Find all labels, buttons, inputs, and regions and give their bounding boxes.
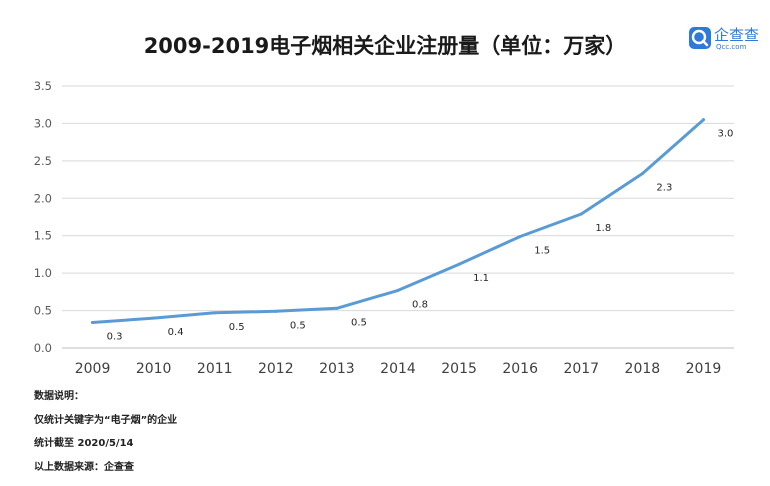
y-tick-label: 0.5	[34, 304, 52, 318]
x-tick-label: 2013	[319, 361, 355, 377]
y-tick-label: 1.5	[34, 229, 52, 243]
x-tick-label: 2016	[502, 361, 538, 377]
data-point	[579, 212, 583, 216]
data-point	[396, 288, 400, 292]
data-label: 0.4	[168, 327, 184, 338]
x-tick-label: 2009	[75, 361, 111, 377]
data-label: 0.5	[290, 320, 306, 331]
brand-name: 企查查	[714, 26, 760, 44]
data-point	[91, 321, 95, 325]
data-label: 0.5	[229, 322, 245, 333]
note-line: 仅统计关键字为“电子烟”的企业	[34, 414, 178, 426]
data-label: 3.0	[718, 129, 734, 140]
x-tick-label: 2010	[136, 361, 172, 377]
x-tick-label: 2011	[197, 361, 233, 377]
series	[91, 118, 705, 325]
y-tick-label: 2.5	[34, 154, 52, 168]
series-line	[91, 118, 705, 324]
note-line: 数据说明：	[34, 391, 84, 402]
y-tick-label: 3.0	[34, 116, 52, 130]
data-label: 0.5	[351, 317, 367, 328]
data-point	[701, 118, 705, 122]
x-tick-label: 2019	[686, 361, 722, 377]
x-tick-label: 2012	[258, 361, 294, 377]
y-tick-label: 3.5	[34, 79, 52, 93]
data-point	[457, 262, 461, 266]
data-point	[518, 234, 522, 238]
x-tick-label: 2015	[441, 361, 477, 377]
data-label: 1.8	[595, 223, 611, 234]
qcc-logo-icon	[689, 27, 711, 49]
x-tick-label: 2014	[380, 361, 416, 377]
brand-domain: Qcc.com	[716, 43, 747, 51]
note-line: 统计截至 2020/5/14	[34, 438, 134, 449]
chart-title: 2009-2019电子烟相关企业注册量（单位：万家）	[143, 34, 627, 58]
data-label: 1.1	[473, 273, 489, 284]
data-notes: 数据说明： 仅统计关键字为“电子烟”的企业 统计截至 2020/5/14 以上数…	[34, 390, 177, 484]
data-labels: 0.3 0.4 0.5 0.5 0.5 0.8 1.1 1.5 1.8 2.3 3.0	[107, 129, 734, 343]
axis: 0.0 0.5 1.0 1.5 2.0 2.5 3.0 3.5 2009 2010 2011 2012…	[34, 79, 722, 377]
data-label: 1.5	[534, 245, 550, 256]
x-tick-label: 2018	[625, 361, 661, 377]
grid-lines	[62, 85, 734, 349]
data-point	[335, 306, 339, 310]
data-label: 2.3	[656, 183, 672, 194]
data-point	[152, 316, 156, 320]
x-tick-label: 2017	[563, 361, 599, 377]
y-tick-label: 2.0	[34, 191, 52, 205]
data-label: 0.8	[412, 299, 428, 310]
data-point	[213, 311, 217, 315]
data-label: 0.3	[107, 332, 123, 343]
data-point	[640, 172, 644, 176]
data-point	[274, 309, 278, 313]
note-line: 以上数据来源：企查查	[34, 461, 134, 473]
y-tick-label: 0.0	[34, 341, 52, 355]
y-tick-label: 1.0	[34, 266, 52, 280]
